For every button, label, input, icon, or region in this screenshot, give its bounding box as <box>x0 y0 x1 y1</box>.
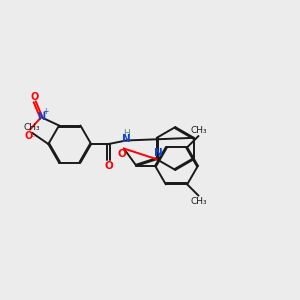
Text: CH₃: CH₃ <box>23 123 40 132</box>
Text: O: O <box>118 149 127 160</box>
Text: CH₃: CH₃ <box>191 196 207 206</box>
Text: N: N <box>122 134 131 144</box>
Text: O: O <box>24 130 33 141</box>
Text: H: H <box>123 129 130 138</box>
Text: CH₃: CH₃ <box>191 126 207 135</box>
Text: O: O <box>31 92 39 102</box>
Text: O: O <box>105 161 113 171</box>
Text: N: N <box>37 112 45 122</box>
Text: ⁻: ⁻ <box>31 134 35 142</box>
Text: +: + <box>42 107 49 116</box>
Text: N: N <box>154 148 163 158</box>
